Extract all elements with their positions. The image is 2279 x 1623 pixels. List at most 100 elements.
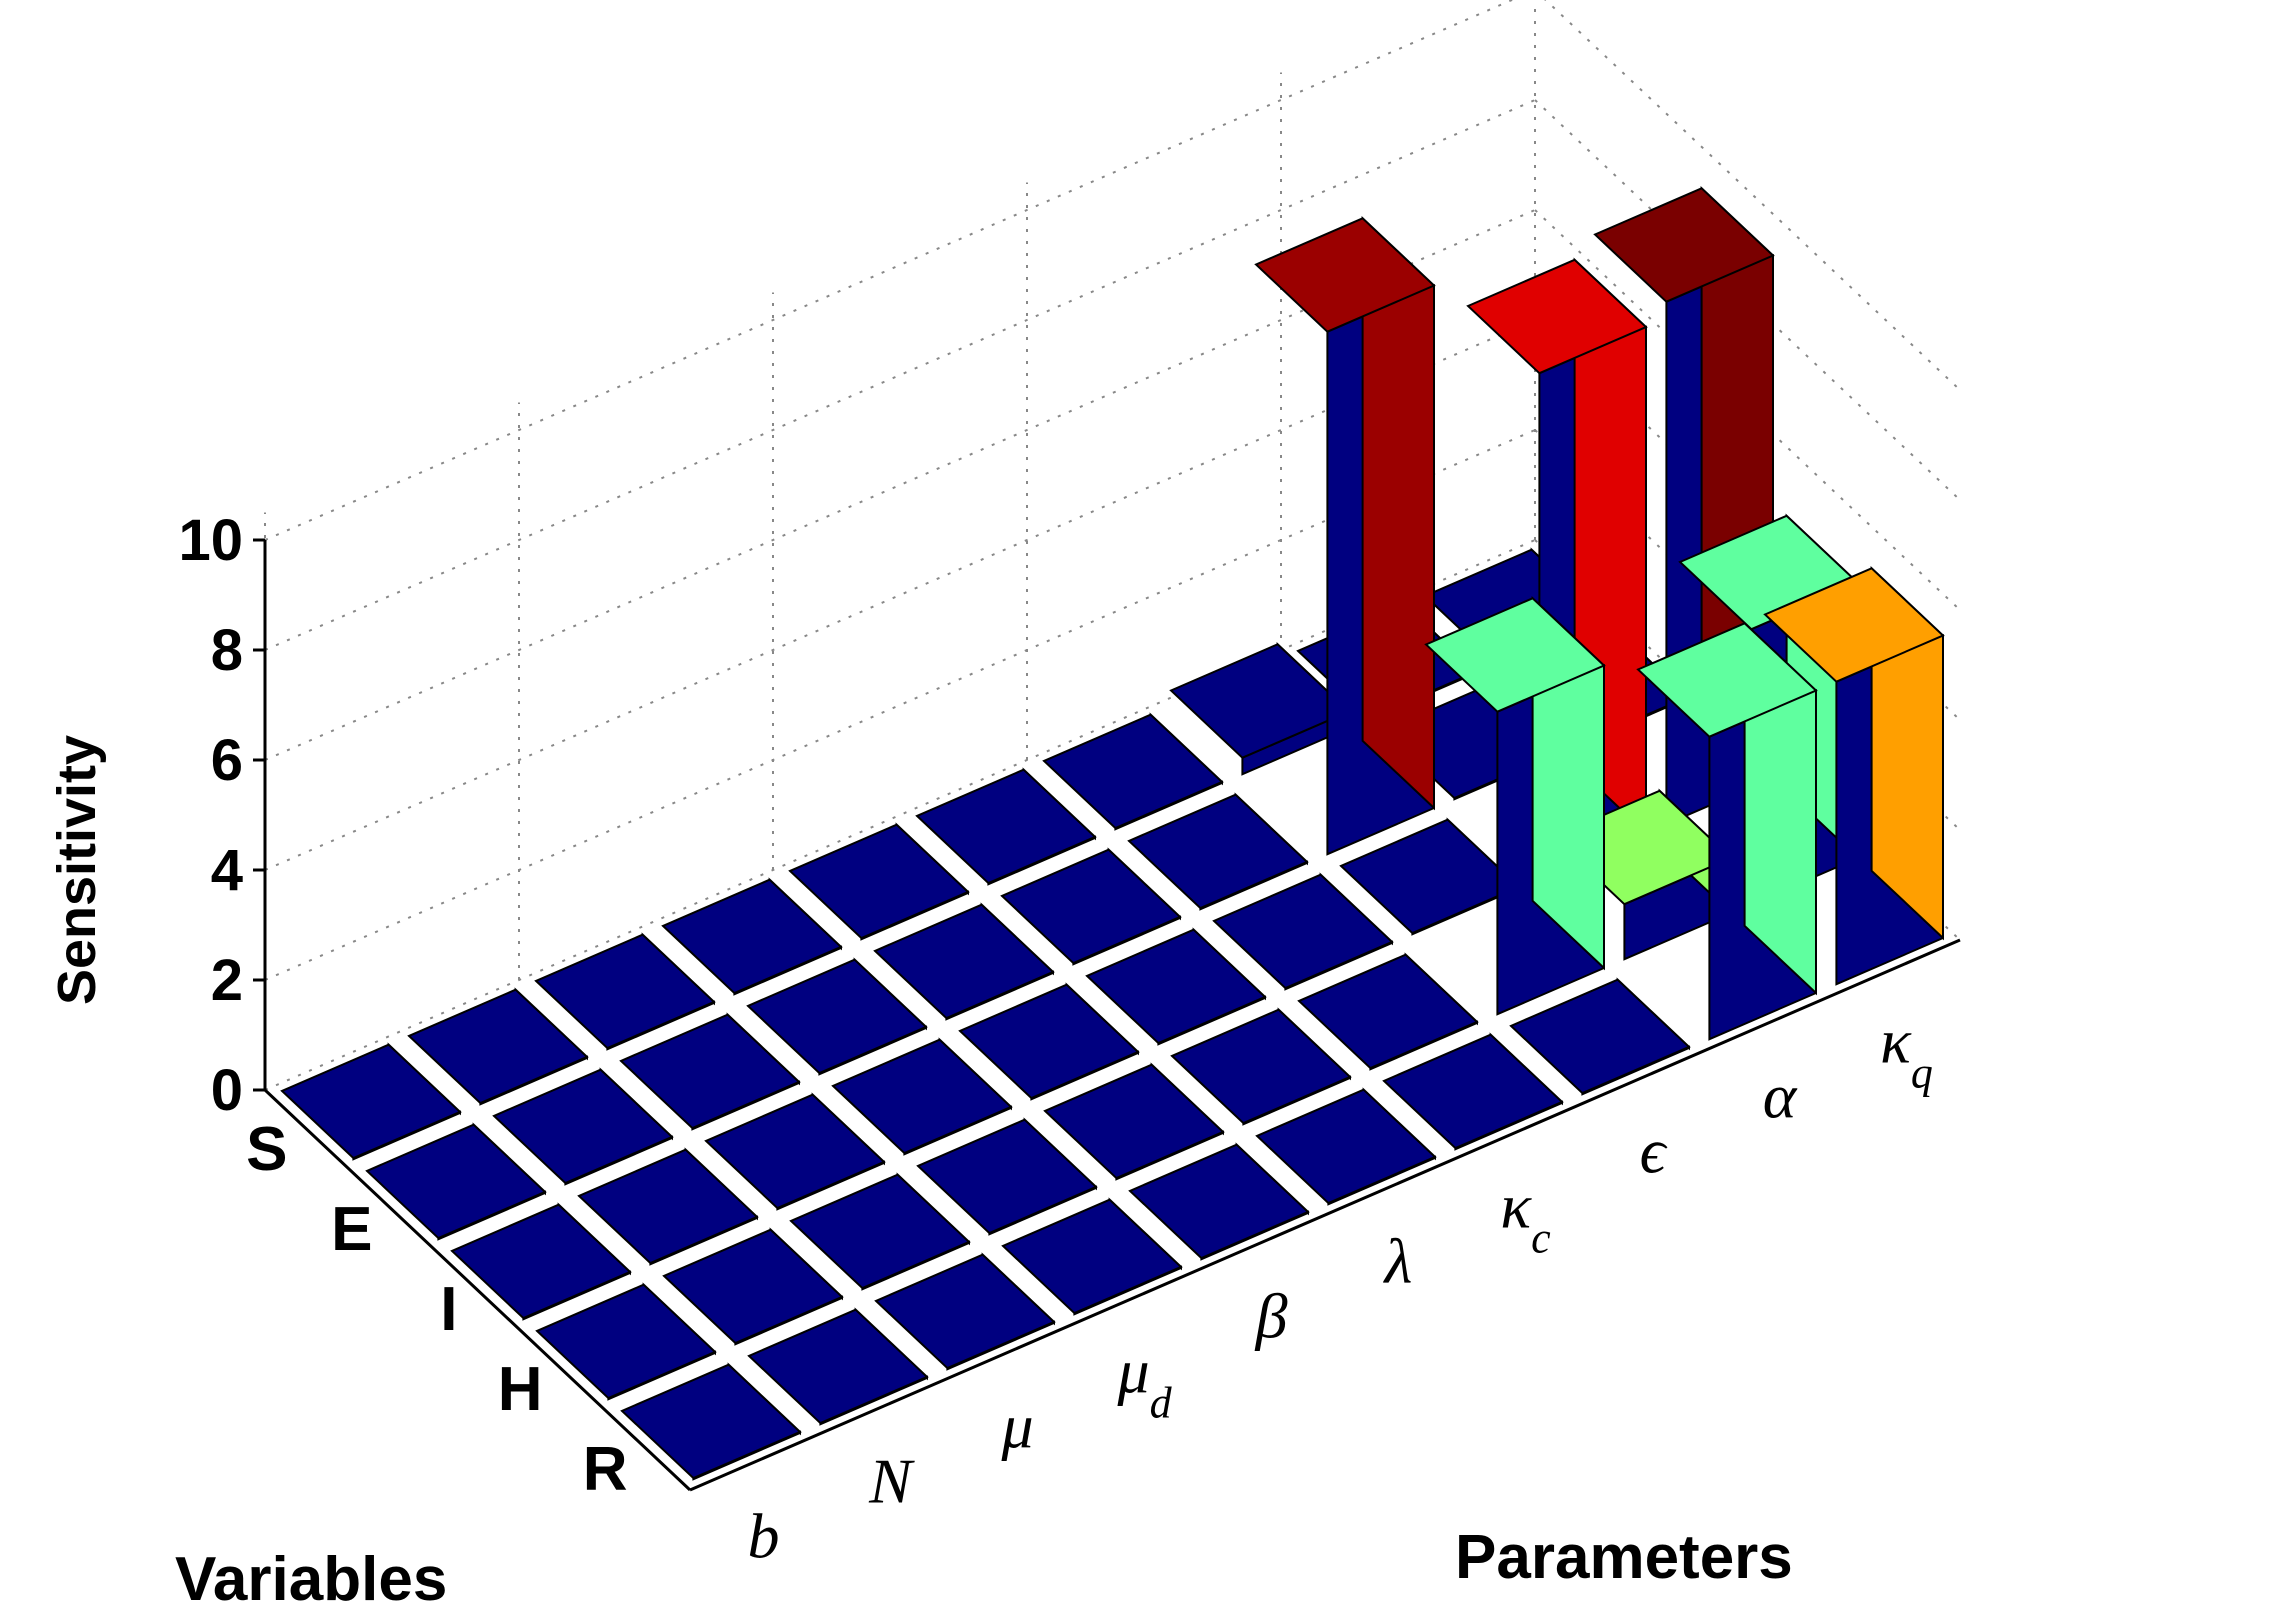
z-tick-label: 8 xyxy=(211,618,243,683)
parameter-label: κc xyxy=(1500,1171,1551,1263)
bar-top xyxy=(1128,1143,1310,1260)
grid-line xyxy=(264,319,1536,871)
bar xyxy=(492,1067,674,1186)
bar xyxy=(619,1012,801,1131)
bar-top xyxy=(746,958,928,1075)
bar xyxy=(1212,872,1394,991)
grid-line xyxy=(1544,0,1961,391)
bar-top xyxy=(915,768,1097,885)
z-tick-label: 0 xyxy=(211,1058,243,1123)
bar-top xyxy=(619,1013,801,1130)
bar-top xyxy=(958,983,1140,1100)
bar xyxy=(747,1307,929,1426)
parameter-label: α xyxy=(1763,1061,1798,1132)
bar-top xyxy=(1509,978,1691,1095)
bar xyxy=(958,982,1140,1101)
axes xyxy=(253,538,1961,1492)
y-axis xyxy=(263,1088,692,1492)
z-tick-label: 2 xyxy=(211,948,243,1013)
bar-top xyxy=(662,1228,844,1345)
bar xyxy=(1128,1142,1310,1261)
z-tick-label: 4 xyxy=(211,838,243,903)
bar xyxy=(1763,565,1945,986)
bar xyxy=(1127,792,1309,911)
bar xyxy=(874,1252,1056,1371)
bar xyxy=(789,1172,971,1291)
bar xyxy=(1001,1197,1183,1316)
bar xyxy=(873,902,1055,1021)
bar-top xyxy=(1043,1063,1225,1180)
bar xyxy=(1170,1007,1352,1126)
bar xyxy=(1509,977,1691,1096)
grid-line xyxy=(264,0,1515,541)
bar-top xyxy=(1254,217,1436,333)
bar xyxy=(1382,1032,1564,1151)
bar xyxy=(577,1147,759,1266)
bar xyxy=(365,1122,547,1241)
variable-label: R xyxy=(583,1435,628,1504)
bar-top xyxy=(280,1043,462,1160)
grid-line xyxy=(264,539,1536,1091)
bar-top xyxy=(492,1068,674,1185)
bar xyxy=(1297,952,1479,1071)
y-axis-label: Variables xyxy=(175,1545,447,1614)
bar xyxy=(661,877,843,996)
bar xyxy=(1000,847,1182,966)
bar-top xyxy=(1170,1008,1352,1125)
bar xyxy=(1254,215,1436,856)
grid-line xyxy=(264,429,1536,981)
bar xyxy=(407,987,589,1106)
variable-label: I xyxy=(440,1275,457,1344)
bar-top xyxy=(874,1253,1056,1370)
bar xyxy=(831,1037,1013,1156)
bar-top xyxy=(365,1123,547,1240)
bar xyxy=(746,957,928,1076)
bar-top xyxy=(1763,567,1945,683)
bar xyxy=(1043,1062,1225,1181)
bar-top xyxy=(873,903,1055,1020)
bar-top xyxy=(831,1038,1013,1155)
grid-line xyxy=(1534,99,1961,501)
bar xyxy=(620,1362,802,1481)
bar xyxy=(915,767,1097,886)
bar-top xyxy=(747,1308,929,1425)
bar-top xyxy=(1000,848,1182,965)
bar xyxy=(280,1042,462,1161)
bar-top xyxy=(534,933,716,1050)
bar xyxy=(535,1282,717,1401)
bar xyxy=(534,932,716,1051)
grid-line xyxy=(264,99,1536,651)
bar-top xyxy=(1085,928,1267,1045)
bar-top xyxy=(535,1283,717,1400)
bar xyxy=(1636,620,1818,1041)
z-axis-label: Sensitivity xyxy=(47,735,107,1005)
bar xyxy=(1255,1087,1437,1206)
parameter-label: μ xyxy=(1000,1391,1033,1462)
bar-top xyxy=(1636,622,1818,738)
bar-top xyxy=(450,1203,632,1320)
variable-label: S xyxy=(246,1115,287,1184)
bar xyxy=(450,1202,632,1321)
bar xyxy=(662,1227,844,1346)
parameter-label: κq xyxy=(1880,1006,1933,1098)
bar-top xyxy=(789,1173,971,1290)
parameter-label: ϵ xyxy=(1640,1116,1668,1187)
bar-top xyxy=(788,823,970,940)
bar-top xyxy=(916,1118,1098,1235)
bar xyxy=(1042,712,1224,831)
x-axis xyxy=(689,938,1961,1492)
parameter-label: β xyxy=(1254,1281,1288,1352)
grid xyxy=(264,0,1961,1091)
bar-top xyxy=(620,1363,802,1480)
bar-top xyxy=(1042,713,1224,830)
parameter-label: μd xyxy=(1116,1336,1172,1428)
variable-label: E xyxy=(331,1195,372,1264)
bar-top xyxy=(1424,597,1606,713)
bar xyxy=(1169,641,1351,776)
bar-top xyxy=(1255,1088,1437,1205)
bar-top xyxy=(1212,873,1394,990)
grid-line xyxy=(1534,209,1961,611)
parameter-label: λ xyxy=(1383,1226,1413,1297)
bar xyxy=(788,822,970,941)
